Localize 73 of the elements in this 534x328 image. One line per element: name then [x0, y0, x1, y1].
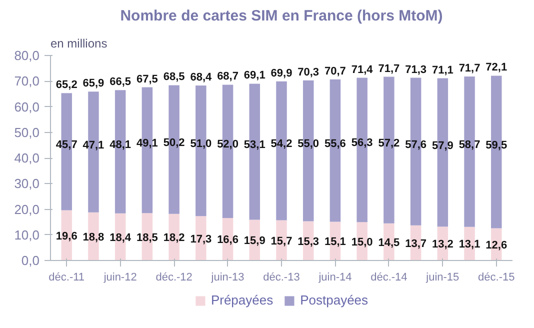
total-label: 69,9	[270, 67, 292, 80]
total-label: 71,4	[351, 64, 374, 76]
total-label: 67,5	[136, 73, 158, 86]
data-label: 13,1	[458, 238, 480, 251]
data-label: 15,0	[351, 236, 373, 248]
data-label: 15,9	[244, 235, 266, 248]
total-label: 71,7	[378, 62, 400, 75]
data-label: 18,8	[82, 231, 104, 244]
y-tick-label: 10,0	[14, 227, 40, 242]
total-label: 68,4	[190, 71, 213, 84]
data-label: 18,2	[163, 232, 185, 244]
total-label: 70,3	[298, 66, 320, 78]
x-tick-label: déc.-11	[48, 272, 85, 284]
total-label: 70,7	[324, 65, 346, 78]
y-tick-label: 60,0	[14, 99, 40, 114]
data-label: 48,1	[110, 139, 132, 152]
y-tick-label: 0,0	[21, 253, 40, 268]
data-label: 15,1	[324, 236, 346, 248]
data-label: 13,7	[405, 238, 427, 250]
total-label: 69,1	[244, 70, 266, 82]
y-tick-label: 70,0	[14, 74, 40, 89]
total-label: 68,5	[163, 71, 185, 84]
data-label: 49,1	[136, 137, 158, 150]
data-label: 55,6	[324, 138, 346, 150]
data-label: 57,2	[378, 137, 400, 150]
data-label: 53,1	[244, 139, 266, 152]
total-label: 66,5	[110, 76, 132, 88]
data-label: 50,2	[163, 136, 185, 149]
data-label: 19,6	[56, 230, 78, 242]
x-tick-label: déc.-13	[263, 272, 300, 284]
data-label: 58,7	[458, 139, 480, 152]
total-label: 71,1	[432, 64, 454, 76]
data-label: 13,2	[432, 238, 454, 251]
total-label: 71,7	[458, 62, 480, 75]
y-tick-label: 80,0	[14, 48, 40, 63]
data-label: 57,6	[405, 138, 427, 151]
data-label: 17,3	[190, 233, 212, 246]
data-label: 55,0	[298, 138, 320, 150]
y-tick-label: 20,0	[14, 202, 40, 217]
total-label: 68,7	[217, 70, 238, 83]
total-label: 65,9	[82, 78, 104, 90]
data-label: 52,0	[217, 138, 238, 151]
data-label: 51,0	[190, 138, 212, 150]
total-label: 71,3	[405, 64, 427, 76]
total-label: 72,1	[486, 62, 508, 74]
data-label: 45,7	[56, 139, 78, 152]
total-label: 65,2	[56, 79, 78, 92]
data-label: 54,2	[270, 138, 292, 150]
data-label: 57,9	[432, 140, 454, 152]
y-axis-title: en millions	[50, 36, 108, 50]
y-tick-label: 30,0	[14, 176, 40, 192]
data-label: 56,3	[351, 137, 373, 150]
data-label: 59,5	[486, 139, 508, 152]
data-label: 14,5	[378, 236, 400, 249]
data-label: 12,6	[486, 239, 508, 252]
legend-label: Postpayées	[300, 292, 368, 308]
data-label: 16,6	[217, 234, 238, 246]
data-label: 47,1	[82, 139, 104, 152]
legend-label: Prépayées	[210, 292, 274, 308]
x-tick-label: déc.-14	[370, 272, 408, 284]
y-tick-label: 50,0	[14, 124, 40, 140]
x-tick-label: déc.-12	[156, 272, 192, 284]
data-label: 18,5	[136, 232, 158, 244]
data-label: 18,4	[110, 232, 132, 244]
x-tick-label: juin-14	[318, 272, 352, 284]
x-tick-label: déc.-15	[478, 272, 515, 284]
x-tick-label: juin-13	[210, 272, 244, 284]
data-label: 15,7	[270, 235, 292, 248]
chart-title: Nombre de cartes SIM en France (hors MtoM)	[120, 8, 443, 24]
x-tick-label: juin-15	[425, 272, 460, 284]
y-tick-label: 40,0	[14, 150, 40, 166]
data-label: 15,3	[298, 236, 320, 248]
x-tick-label: juin-12	[102, 272, 137, 284]
